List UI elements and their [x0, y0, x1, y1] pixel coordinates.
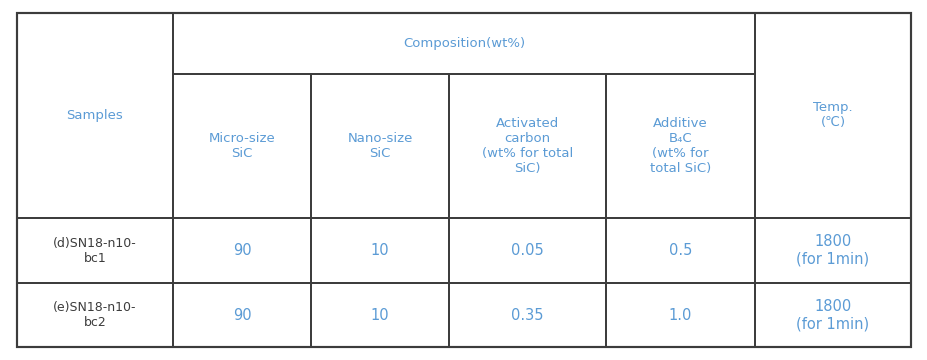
Bar — [173, 75, 311, 218]
Text: Composition(wt%): Composition(wt%) — [402, 37, 525, 50]
Text: 0.5: 0.5 — [667, 243, 692, 258]
Text: 10: 10 — [371, 308, 389, 323]
Text: 90: 90 — [233, 308, 251, 323]
Text: 1800
(for 1min): 1800 (for 1min) — [795, 234, 869, 267]
Bar — [17, 13, 173, 218]
Text: 0.35: 0.35 — [511, 308, 543, 323]
Bar — [17, 283, 173, 347]
Bar — [605, 218, 754, 283]
Text: 90: 90 — [233, 243, 251, 258]
Text: 10: 10 — [371, 243, 389, 258]
Bar — [17, 218, 173, 283]
Text: Activated
carbon
(wt% for total
SiC): Activated carbon (wt% for total SiC) — [481, 117, 572, 175]
Text: Temp.
(℃): Temp. (℃) — [812, 102, 852, 130]
Text: 1.0: 1.0 — [667, 308, 692, 323]
Text: Nano-size
SiC: Nano-size SiC — [347, 132, 413, 161]
Bar — [311, 75, 449, 218]
Bar — [449, 283, 605, 347]
Text: 0.05: 0.05 — [511, 243, 543, 258]
Bar — [173, 283, 311, 347]
Bar — [449, 75, 605, 218]
Bar — [754, 218, 910, 283]
Bar — [754, 13, 910, 218]
Text: Additive
B₄C
(wt% for
total SiC): Additive B₄C (wt% for total SiC) — [649, 117, 710, 175]
Text: (d)SN18-n10-
bc1: (d)SN18-n10- bc1 — [53, 237, 136, 265]
Bar — [754, 283, 910, 347]
Text: (e)SN18-n10-
bc2: (e)SN18-n10- bc2 — [53, 301, 136, 329]
Bar — [173, 218, 311, 283]
Bar — [605, 75, 754, 218]
Bar — [173, 13, 754, 75]
Bar — [311, 283, 449, 347]
Bar — [311, 218, 449, 283]
Bar — [605, 283, 754, 347]
Text: 1800
(for 1min): 1800 (for 1min) — [795, 299, 869, 331]
Bar — [449, 218, 605, 283]
Text: Samples: Samples — [67, 109, 123, 122]
Text: Micro-size
SiC: Micro-size SiC — [209, 132, 275, 161]
